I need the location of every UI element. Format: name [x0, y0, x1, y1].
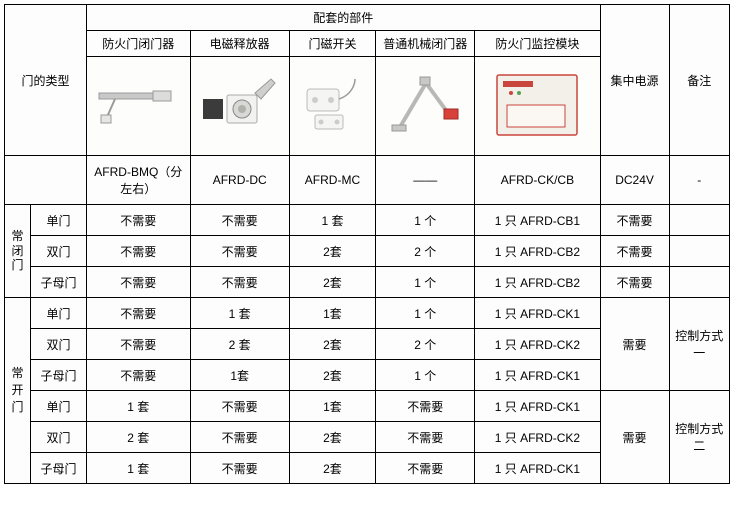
cell: 1套 [289, 391, 375, 422]
cell: 1 个 [376, 267, 475, 298]
col-header-monitor: 防火门监控模块 [475, 31, 600, 57]
col-header-magswitch: 门磁开关 [289, 31, 375, 57]
group-label-open: 常开门 [5, 298, 31, 484]
cell: 1 只 AFRD-CK1 [475, 298, 600, 329]
model-monitor: AFRD-CK/CB [475, 156, 600, 205]
door-type: 单门 [30, 205, 86, 236]
cell [669, 236, 729, 267]
cell: 1套 [289, 298, 375, 329]
cell: 不需要 [190, 453, 289, 484]
col-header-power: 集中电源 [600, 5, 669, 156]
model-mechcloser: ―― [376, 156, 475, 205]
door-type: 子母门 [30, 267, 86, 298]
door-type: 单门 [30, 298, 86, 329]
cell: 不需要 [600, 236, 669, 267]
cell: 2套 [289, 267, 375, 298]
group-label-closed: 常闭门 [5, 205, 31, 298]
door-type: 单门 [30, 391, 86, 422]
cell: 不需要 [87, 329, 191, 360]
model-power: DC24V [600, 156, 669, 205]
model-magswitch: AFRD-MC [289, 156, 375, 205]
cell: 1 只 AFRD-CK1 [475, 453, 600, 484]
cell: 1 只 AFRD-CK1 [475, 391, 600, 422]
cell: 1 个 [376, 360, 475, 391]
cell [669, 267, 729, 298]
cell: 1 套 [87, 391, 191, 422]
cell: 1 个 [376, 298, 475, 329]
image-monitor [475, 57, 600, 156]
cell: 不需要 [376, 422, 475, 453]
col-header-release: 电磁释放器 [190, 31, 289, 57]
model-closer: AFRD-BMQ（分左右） [87, 156, 191, 205]
cell: 不需要 [190, 391, 289, 422]
cell: 2 个 [376, 236, 475, 267]
cell: 2 个 [376, 329, 475, 360]
image-release [190, 57, 289, 156]
cell: 不需要 [190, 205, 289, 236]
cell: 1 套 [190, 298, 289, 329]
cell: 1 个 [376, 205, 475, 236]
door-type: 双门 [30, 422, 86, 453]
cell: 不需要 [190, 267, 289, 298]
cell: 1 只 AFRD-CB1 [475, 205, 600, 236]
cell: 1 只 AFRD-CB2 [475, 267, 600, 298]
cell [669, 205, 729, 236]
row-axis-label: 门的类型 [5, 5, 87, 156]
cell: 2套 [289, 453, 375, 484]
image-closer [87, 57, 191, 156]
cell: 2 套 [190, 329, 289, 360]
cell-power: 需要 [600, 298, 669, 391]
cell: 不需要 [190, 422, 289, 453]
cell: 不需要 [87, 267, 191, 298]
cell: 不需要 [376, 453, 475, 484]
cell: 2 套 [87, 422, 191, 453]
fire-door-components-table: 门的类型 配套的部件 集中电源 备注 防火门闭门器 电磁释放器 门磁开关 普通机… [4, 4, 730, 484]
model-row-label [5, 156, 87, 205]
cell: 不需要 [600, 205, 669, 236]
model-release: AFRD-DC [190, 156, 289, 205]
cell: 1 套 [87, 453, 191, 484]
cell-note: 控制方式一 [669, 298, 729, 391]
cell: 不需要 [190, 236, 289, 267]
door-type: 子母门 [30, 453, 86, 484]
door-type: 双门 [30, 236, 86, 267]
image-mechcloser [376, 57, 475, 156]
col-header-mechcloser: 普通机械闭门器 [376, 31, 475, 57]
cell: 不需要 [87, 205, 191, 236]
top-header: 配套的部件 [87, 5, 601, 31]
cell: 1 只 AFRD-CK2 [475, 329, 600, 360]
col-header-closer: 防火门闭门器 [87, 31, 191, 57]
cell: 1 只 AFRD-CB2 [475, 236, 600, 267]
cell: 不需要 [600, 267, 669, 298]
cell: 2套 [289, 360, 375, 391]
door-type: 双门 [30, 329, 86, 360]
cell: 1 套 [289, 205, 375, 236]
door-type: 子母门 [30, 360, 86, 391]
cell: 2套 [289, 329, 375, 360]
cell: 不需要 [87, 360, 191, 391]
cell-power: 需要 [600, 391, 669, 484]
col-header-note: 备注 [669, 5, 729, 156]
cell: 不需要 [87, 236, 191, 267]
cell: 不需要 [376, 391, 475, 422]
image-magswitch [289, 57, 375, 156]
cell-note: 控制方式二 [669, 391, 729, 484]
cell: 1 只 AFRD-CK1 [475, 360, 600, 391]
cell: 不需要 [87, 298, 191, 329]
cell: 1 只 AFRD-CK2 [475, 422, 600, 453]
cell: 2套 [289, 422, 375, 453]
model-note: - [669, 156, 729, 205]
cell: 1套 [190, 360, 289, 391]
cell: 2套 [289, 236, 375, 267]
